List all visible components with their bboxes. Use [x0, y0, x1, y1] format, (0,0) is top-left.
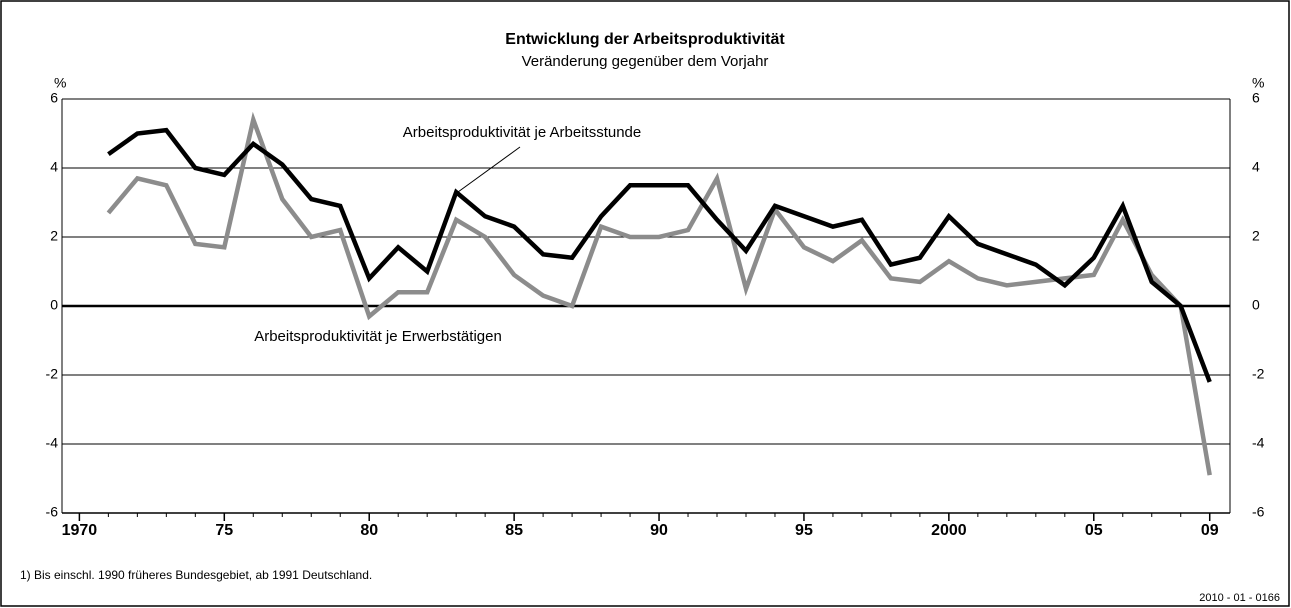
- x-tick-label: 85: [505, 522, 523, 539]
- x-tick-label: 05: [1085, 522, 1103, 539]
- x-tick-label: 2000: [931, 522, 967, 539]
- y-tick-label: 6: [50, 90, 58, 106]
- y-tick-label-right: 6: [1252, 90, 1260, 106]
- series-line: [107, 127, 1212, 383]
- x-tick-label: 80: [360, 522, 378, 539]
- y-tick-label: -2: [46, 366, 59, 382]
- series-label: Arbeitsproduktivität je Arbeitsstunde: [403, 124, 641, 141]
- x-tick-label: 90: [650, 522, 668, 539]
- y-tick-label-right: 4: [1252, 159, 1260, 175]
- x-tick-label: 1970: [62, 522, 98, 539]
- y-tick-label: -6: [46, 504, 59, 520]
- y-tick-label-right: -2: [1252, 366, 1265, 382]
- y-tick-label: 2: [50, 228, 58, 244]
- y-axis-label: %: [54, 75, 66, 91]
- footnote: 1) Bis einschl. 1990 früheres Bundesgebi…: [20, 568, 372, 582]
- y-tick-label-right: 0: [1252, 297, 1260, 313]
- series-line: [106, 111, 1212, 476]
- y-tick-label-right: -6: [1252, 504, 1265, 520]
- x-tick-label: 75: [215, 522, 233, 539]
- y-tick-label: -4: [46, 435, 59, 451]
- y-tick-label-right: -4: [1252, 435, 1265, 451]
- chart-title: Entwicklung der Arbeitsproduktivität: [505, 31, 785, 48]
- y-tick-label: 4: [50, 159, 58, 175]
- chart-subtitle: Veränderung gegenüber dem Vorjahr: [522, 53, 769, 70]
- y-tick-label: 0: [50, 297, 58, 313]
- series-label: Arbeitsproduktivität je Erwerbstätigen: [254, 328, 502, 345]
- source-code: 2010 - 01 - 0166: [1199, 592, 1280, 604]
- leader-line: [457, 146, 521, 193]
- x-tick-label: 95: [795, 522, 813, 539]
- x-tick-label: 09: [1201, 522, 1219, 539]
- y-axis-label-right: %: [1252, 75, 1264, 91]
- y-tick-label-right: 2: [1252, 228, 1260, 244]
